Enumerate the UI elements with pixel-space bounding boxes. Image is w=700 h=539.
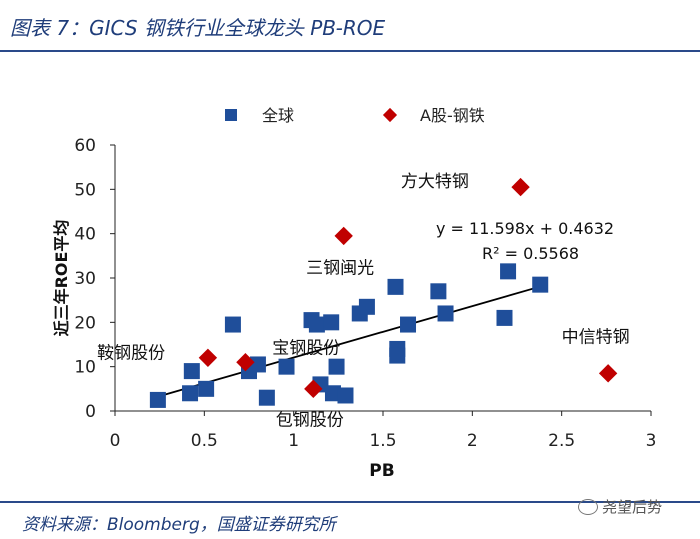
- watermark: 尧望后势: [578, 496, 662, 517]
- global-point: [337, 387, 354, 404]
- x-tick-label: 3: [646, 431, 657, 451]
- source-divider: [0, 501, 700, 503]
- source-note: 资料来源：Bloomberg，国盛证券研究所: [22, 515, 336, 535]
- legend-marker-global: [225, 109, 237, 121]
- y-tick-label: 50: [74, 180, 96, 200]
- company-annotation: 方大特钢: [401, 172, 469, 192]
- x-tick-label: 2: [467, 431, 478, 451]
- y-tick-label: 0: [85, 402, 96, 422]
- y-tick-label: 60: [74, 136, 96, 156]
- company-annotation: 包钢股份: [276, 411, 344, 431]
- global-point: [182, 385, 199, 402]
- global-point: [183, 363, 200, 380]
- x-tick-label: 0.5: [191, 431, 218, 451]
- regression-equation: y = 11.598x + 0.4632: [436, 219, 614, 238]
- y-tick-label: 40: [74, 225, 96, 245]
- global-point: [258, 389, 275, 406]
- trendline: [157, 285, 541, 398]
- global-point: [389, 347, 406, 364]
- company-annotation: 鞍钢股份: [97, 344, 165, 364]
- ashare-point: [198, 348, 218, 367]
- y-tick-label: 10: [74, 358, 96, 378]
- legend: 全球 A股-钢铁: [225, 106, 485, 125]
- title-divider: [0, 50, 700, 52]
- global-point: [387, 278, 404, 295]
- company-annotation: 宝钢股份: [272, 338, 340, 358]
- global-point: [308, 316, 325, 333]
- global-point: [328, 358, 345, 375]
- global-point: [400, 316, 417, 333]
- global-point: [496, 309, 513, 326]
- global-point: [224, 316, 241, 333]
- global-point: [358, 298, 375, 315]
- x-tick-label: 1: [288, 431, 299, 451]
- global-point: [430, 283, 447, 300]
- x-tick-label: 1.5: [369, 431, 396, 451]
- y-tick-label: 30: [74, 269, 96, 289]
- ashare-point: [334, 226, 353, 246]
- ashare-point: [304, 379, 323, 399]
- chart-title: 图表 7：GICS 钢铁行业全球龙头 PB-ROE: [10, 16, 386, 40]
- legend-label-global: 全球: [262, 106, 294, 125]
- data-points: [149, 177, 618, 408]
- global-point: [149, 391, 166, 408]
- wechat-icon: [578, 498, 598, 515]
- x-tick-label: 0: [110, 431, 121, 451]
- ashare-point: [511, 177, 530, 197]
- watermark-text: 尧望后势: [602, 498, 663, 516]
- global-point: [278, 358, 295, 375]
- global-point: [437, 305, 454, 322]
- x-axis-label: PB: [369, 461, 394, 481]
- global-point: [532, 276, 549, 293]
- y-tick-label: 20: [74, 313, 96, 333]
- legend-marker-ashare: [382, 107, 398, 123]
- global-point: [249, 356, 266, 373]
- global-point: [323, 314, 340, 331]
- y-axis-label: 近三年ROE平均: [52, 220, 71, 337]
- x-tick-label: 2.5: [548, 431, 575, 451]
- ashare-point: [236, 353, 255, 372]
- legend-label-ashare: A股-钢铁: [420, 106, 485, 125]
- trendline-group: [157, 285, 541, 398]
- global-point: [324, 385, 341, 402]
- global-point: [198, 380, 215, 397]
- global-point: [500, 263, 517, 280]
- r-squared-label: R² = 0.5568: [482, 244, 579, 263]
- company-annotation: 中信特钢: [562, 327, 630, 347]
- company-annotation: 三钢闽光: [306, 259, 374, 279]
- ashare-point: [598, 364, 618, 383]
